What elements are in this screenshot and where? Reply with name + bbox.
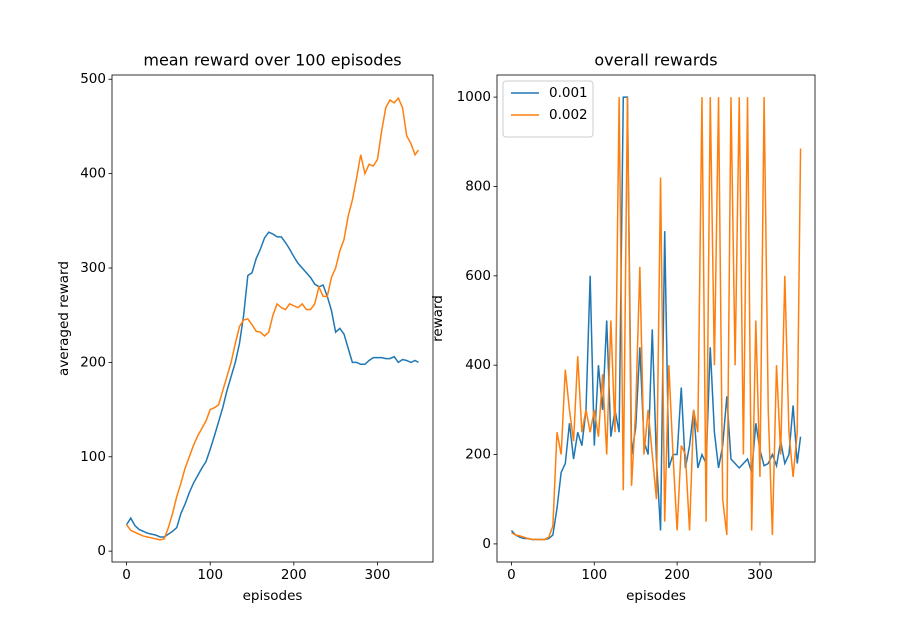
- y-tick-label: 300: [80, 260, 106, 276]
- x-tick-label: 300: [365, 567, 391, 583]
- y-tick-label: 400: [80, 166, 106, 182]
- axes-frame: [496, 74, 816, 563]
- y-tick-label: 0: [97, 543, 106, 559]
- plot-area: [510, 96, 802, 541]
- x-tick-label: 100: [581, 567, 607, 583]
- x-tick-label: 0: [507, 567, 516, 583]
- data-line: [125, 231, 419, 538]
- y-tick-label: 500: [80, 71, 106, 87]
- y-tick-label: 200: [465, 447, 491, 463]
- y-tick-label: 100: [80, 449, 106, 465]
- x-tick-label: 0: [122, 567, 131, 583]
- legend-box: [502, 80, 594, 138]
- data-line: [511, 97, 802, 541]
- y-tick-label: 200: [80, 354, 106, 370]
- plot-area: [125, 96, 420, 541]
- legend-label: 0.001: [549, 85, 588, 101]
- y-axis-label: reward: [430, 295, 446, 342]
- legend-label: 0.002: [549, 107, 588, 123]
- x-tick-label: 200: [281, 567, 307, 583]
- y-tick-label: 0: [482, 536, 491, 552]
- chart-title: overall rewards: [594, 51, 717, 70]
- y-tick-label: 400: [465, 357, 491, 373]
- y-axis-label: averaged reward: [56, 261, 72, 376]
- data-line: [125, 96, 420, 541]
- y-tick-label: 600: [465, 268, 491, 284]
- x-axis-label: episodes: [626, 588, 686, 604]
- y-tick-label: 1000: [457, 89, 491, 105]
- x-tick-label: 300: [747, 567, 773, 583]
- chart-title: mean reward over 100 episodes: [143, 51, 401, 70]
- x-tick-label: 100: [197, 567, 223, 583]
- y-tick-label: 800: [465, 178, 491, 194]
- axes-frame: [111, 74, 434, 563]
- x-axis-label: episodes: [243, 588, 303, 604]
- x-tick-label: 200: [664, 567, 690, 583]
